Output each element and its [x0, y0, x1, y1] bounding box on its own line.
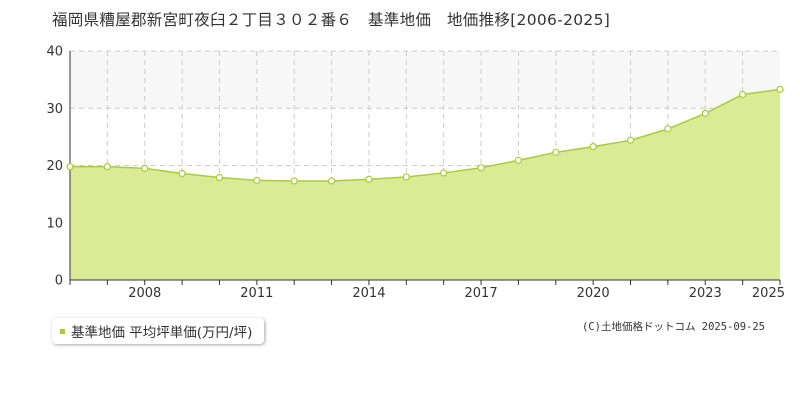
data-point	[589, 143, 597, 151]
tick-labels: 0 10 20 30 40 2008 2011 2014 2017 2020 2023 2025	[46, 45, 785, 302]
data-point	[215, 173, 224, 182]
x-tick-label: 2023	[689, 286, 722, 301]
data-points	[66, 85, 784, 185]
copyright: (C)土地価格ドットコム 2025-09-25	[581, 321, 765, 333]
data-point	[739, 90, 747, 99]
data-point	[290, 177, 298, 185]
legend-marker-icon	[60, 328, 65, 334]
legend: 基準地価 平均坪単価(万円/坪)	[52, 318, 265, 344]
x-tick-label: 2025	[752, 286, 785, 301]
legend-label: 基準地価 平均坪単価(万円/坪)	[71, 325, 253, 341]
data-point	[626, 136, 635, 144]
series-line	[70, 88, 781, 182]
data-point	[552, 148, 560, 156]
x-tick-label: 2017	[465, 286, 498, 301]
data-point	[440, 169, 448, 177]
band-30-40	[70, 51, 780, 109]
y-tick-label: 10	[46, 216, 63, 231]
data-point	[402, 173, 410, 181]
data-point	[701, 109, 709, 118]
data-point	[66, 163, 74, 171]
data-point	[514, 156, 523, 164]
data-point	[178, 169, 186, 178]
data-point	[253, 176, 261, 184]
chart-title: 福岡県糟屋郡新宮町夜臼２丁目３０２番６ 基準地価 地価推移[2006-2025]	[52, 11, 611, 29]
y-tick-label: 20	[46, 159, 63, 174]
data-point	[327, 177, 336, 185]
data-point	[103, 163, 111, 171]
y-tick-label: 40	[46, 45, 63, 60]
x-tick-label: 2008	[128, 286, 161, 301]
data-point	[141, 164, 149, 172]
data-point	[776, 85, 784, 93]
x-tick-label: 2014	[352, 286, 385, 301]
x-tick-label: 2020	[577, 286, 610, 301]
data-point	[365, 175, 373, 183]
x-tick-label: 2011	[240, 286, 273, 301]
data-point	[664, 125, 672, 133]
y-tick-label: 0	[55, 274, 63, 289]
series-area	[70, 89, 780, 280]
y-tick-label: 30	[46, 102, 63, 117]
data-point	[477, 164, 485, 172]
